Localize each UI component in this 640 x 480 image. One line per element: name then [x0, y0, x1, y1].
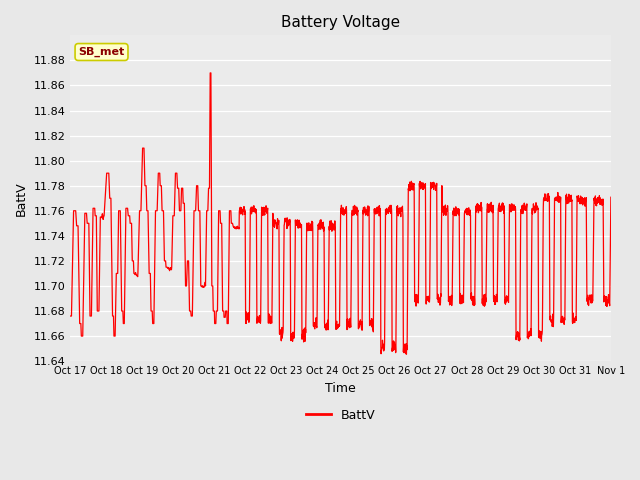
- Text: SB_met: SB_met: [79, 47, 125, 57]
- X-axis label: Time: Time: [325, 382, 356, 395]
- Legend: BattV: BattV: [301, 404, 380, 427]
- Y-axis label: BattV: BattV: [15, 181, 28, 216]
- Title: Battery Voltage: Battery Voltage: [281, 15, 400, 30]
